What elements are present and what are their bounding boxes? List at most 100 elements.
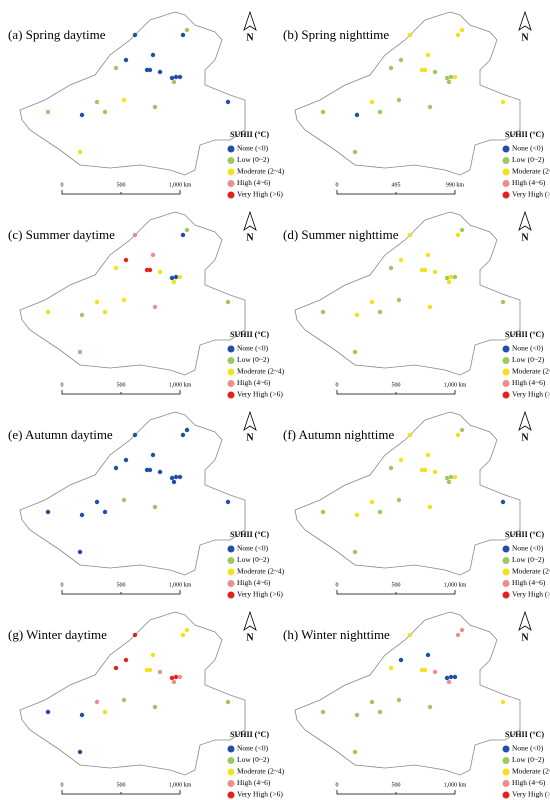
site-dot [113,65,119,71]
map-panel: (b) Spring nighttime N SUHII (°C) None (<0)… [283,10,550,199]
site-dot [448,674,454,680]
legend-label: High (4~6) [512,378,546,387]
legend-swatch [502,380,510,387]
legend-swatch [227,568,235,576]
site-dot [354,512,360,518]
site-dot [169,675,175,681]
site-dot [150,52,156,58]
site-dot [113,265,119,271]
legend-label: High (4~6) [237,578,271,587]
site-dot [121,697,127,703]
legend-label: Moderate (2~4) [512,767,550,776]
site-dot [123,57,129,63]
scale-label: 1,000 km [169,582,192,588]
site-dot [377,309,383,315]
legend-swatch [227,757,235,764]
site-dot [320,509,326,515]
map-panel: (d) Summer nighttime N SUHII (°C) None (<0)… [283,210,550,399]
legend-title: SUHII (°C) [230,330,269,339]
legend-swatch [502,191,510,199]
scale-bar [336,190,456,195]
scale-bar [336,790,456,795]
site-dot [452,674,458,680]
site-dot [147,267,153,273]
site-dot [225,299,231,305]
site-dot [396,297,402,303]
site-dot [225,699,231,705]
site-dot [320,709,326,715]
site-dot [121,297,127,303]
legend-label: High (4~6) [237,178,271,187]
site-dot [180,432,186,438]
legend-swatch [227,145,235,153]
north-arrow [518,610,532,631]
site-dot [147,467,153,473]
site-dot [123,457,129,463]
site-dot [121,497,127,503]
legend-label: High (4~6) [512,778,546,787]
site-dot [444,675,450,681]
map-panel: (c) Summer daytime N SUHII (°C) None (<0) Lo… [8,210,285,399]
site-dot [369,499,375,505]
panel-title: (f) Autumn nighttime [283,427,394,442]
legend-label: Low (0~2) [512,555,545,564]
site-dot [123,657,129,663]
site-dot [177,74,183,80]
site-dot [132,232,138,238]
scale-label: 500 [117,382,126,388]
site-dot [459,27,465,33]
legend-swatch [502,168,510,176]
legend-swatch [502,157,510,164]
site-dot [500,299,506,305]
site-dot [455,432,461,438]
legend-swatch [502,757,510,764]
legend-swatch [227,745,235,753]
site-dot [425,52,431,58]
site-dot [79,712,85,718]
site-dot [132,32,138,38]
site-dot [169,275,175,281]
site-dot [94,499,100,505]
site-dot [500,499,506,505]
site-dot [452,274,458,280]
legend-label: Very High (>6) [512,390,550,399]
site-dot [448,474,454,480]
panel-title: (b) Spring nighttime [283,27,389,42]
legend-label: Moderate (2~4) [237,367,285,376]
site-dot [352,749,358,755]
site-dot [459,227,465,233]
site-dot [177,474,183,480]
legend-swatch [227,180,235,187]
legend-swatch [227,168,235,176]
site-dot [184,627,190,633]
site-dot [225,499,231,505]
site-dot [377,709,383,715]
legend-swatch [502,357,510,364]
legend-label: Moderate (2~4) [512,167,550,176]
legend-title: SUHII (°C) [505,730,544,739]
legend-label: Low (0~2) [512,755,545,764]
legend-label: High (4~6) [237,778,271,787]
site-dot [407,632,413,638]
site-dot [150,452,156,458]
legend-swatch [227,768,235,776]
site-dot [102,709,108,715]
site-dot [452,74,458,80]
scale-label: 500 [117,782,126,788]
site-dot [407,432,413,438]
site-dot [446,79,452,85]
site-dot [354,112,360,118]
map-panel: (e) Autumn daytime N SUHII (°C) None (<0) Lo… [8,410,285,599]
region-outline [19,11,246,176]
site-dot [45,109,51,115]
north-label: N [246,32,254,43]
site-dot [396,497,402,503]
legend-swatch [502,545,510,553]
site-dot [432,269,438,275]
legend-title: SUHII (°C) [230,530,269,539]
scale-label: 0 [336,782,339,788]
site-dot [102,509,108,515]
legend-title: SUHII (°C) [230,130,269,139]
site-dot [152,704,158,710]
site-dot [398,457,404,463]
